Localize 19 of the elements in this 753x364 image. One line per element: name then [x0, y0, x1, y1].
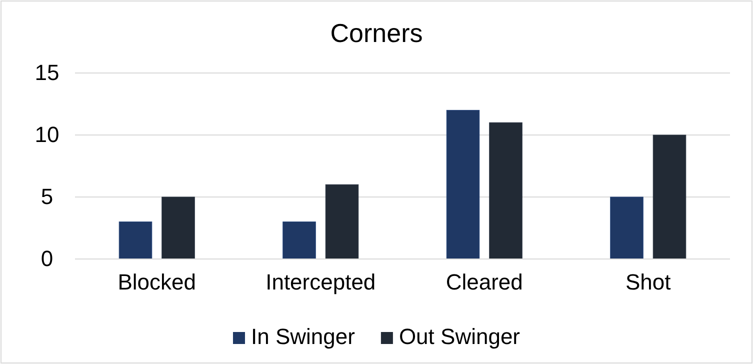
legend-label: In Swinger [250, 324, 355, 349]
x-tick-label: Blocked [118, 270, 196, 294]
chart-title: Corners [330, 18, 423, 48]
y-tick-label: 5 [40, 184, 54, 210]
x-tick-label: Cleared [446, 270, 523, 294]
bar [282, 222, 316, 260]
bar [162, 196, 195, 260]
bar [610, 196, 644, 260]
y-tick-label: 0 [40, 246, 54, 272]
bar [446, 110, 480, 260]
bar [325, 184, 359, 260]
bar [489, 122, 522, 260]
y-tick-label: 10 [34, 122, 60, 148]
bar [652, 134, 686, 260]
bar [118, 222, 152, 260]
legend-label: Out Swinger [398, 324, 520, 349]
y-tick-label: 15 [34, 60, 60, 86]
x-tick-label: Intercepted [266, 270, 376, 294]
x-tick-label: Shot [625, 270, 671, 294]
